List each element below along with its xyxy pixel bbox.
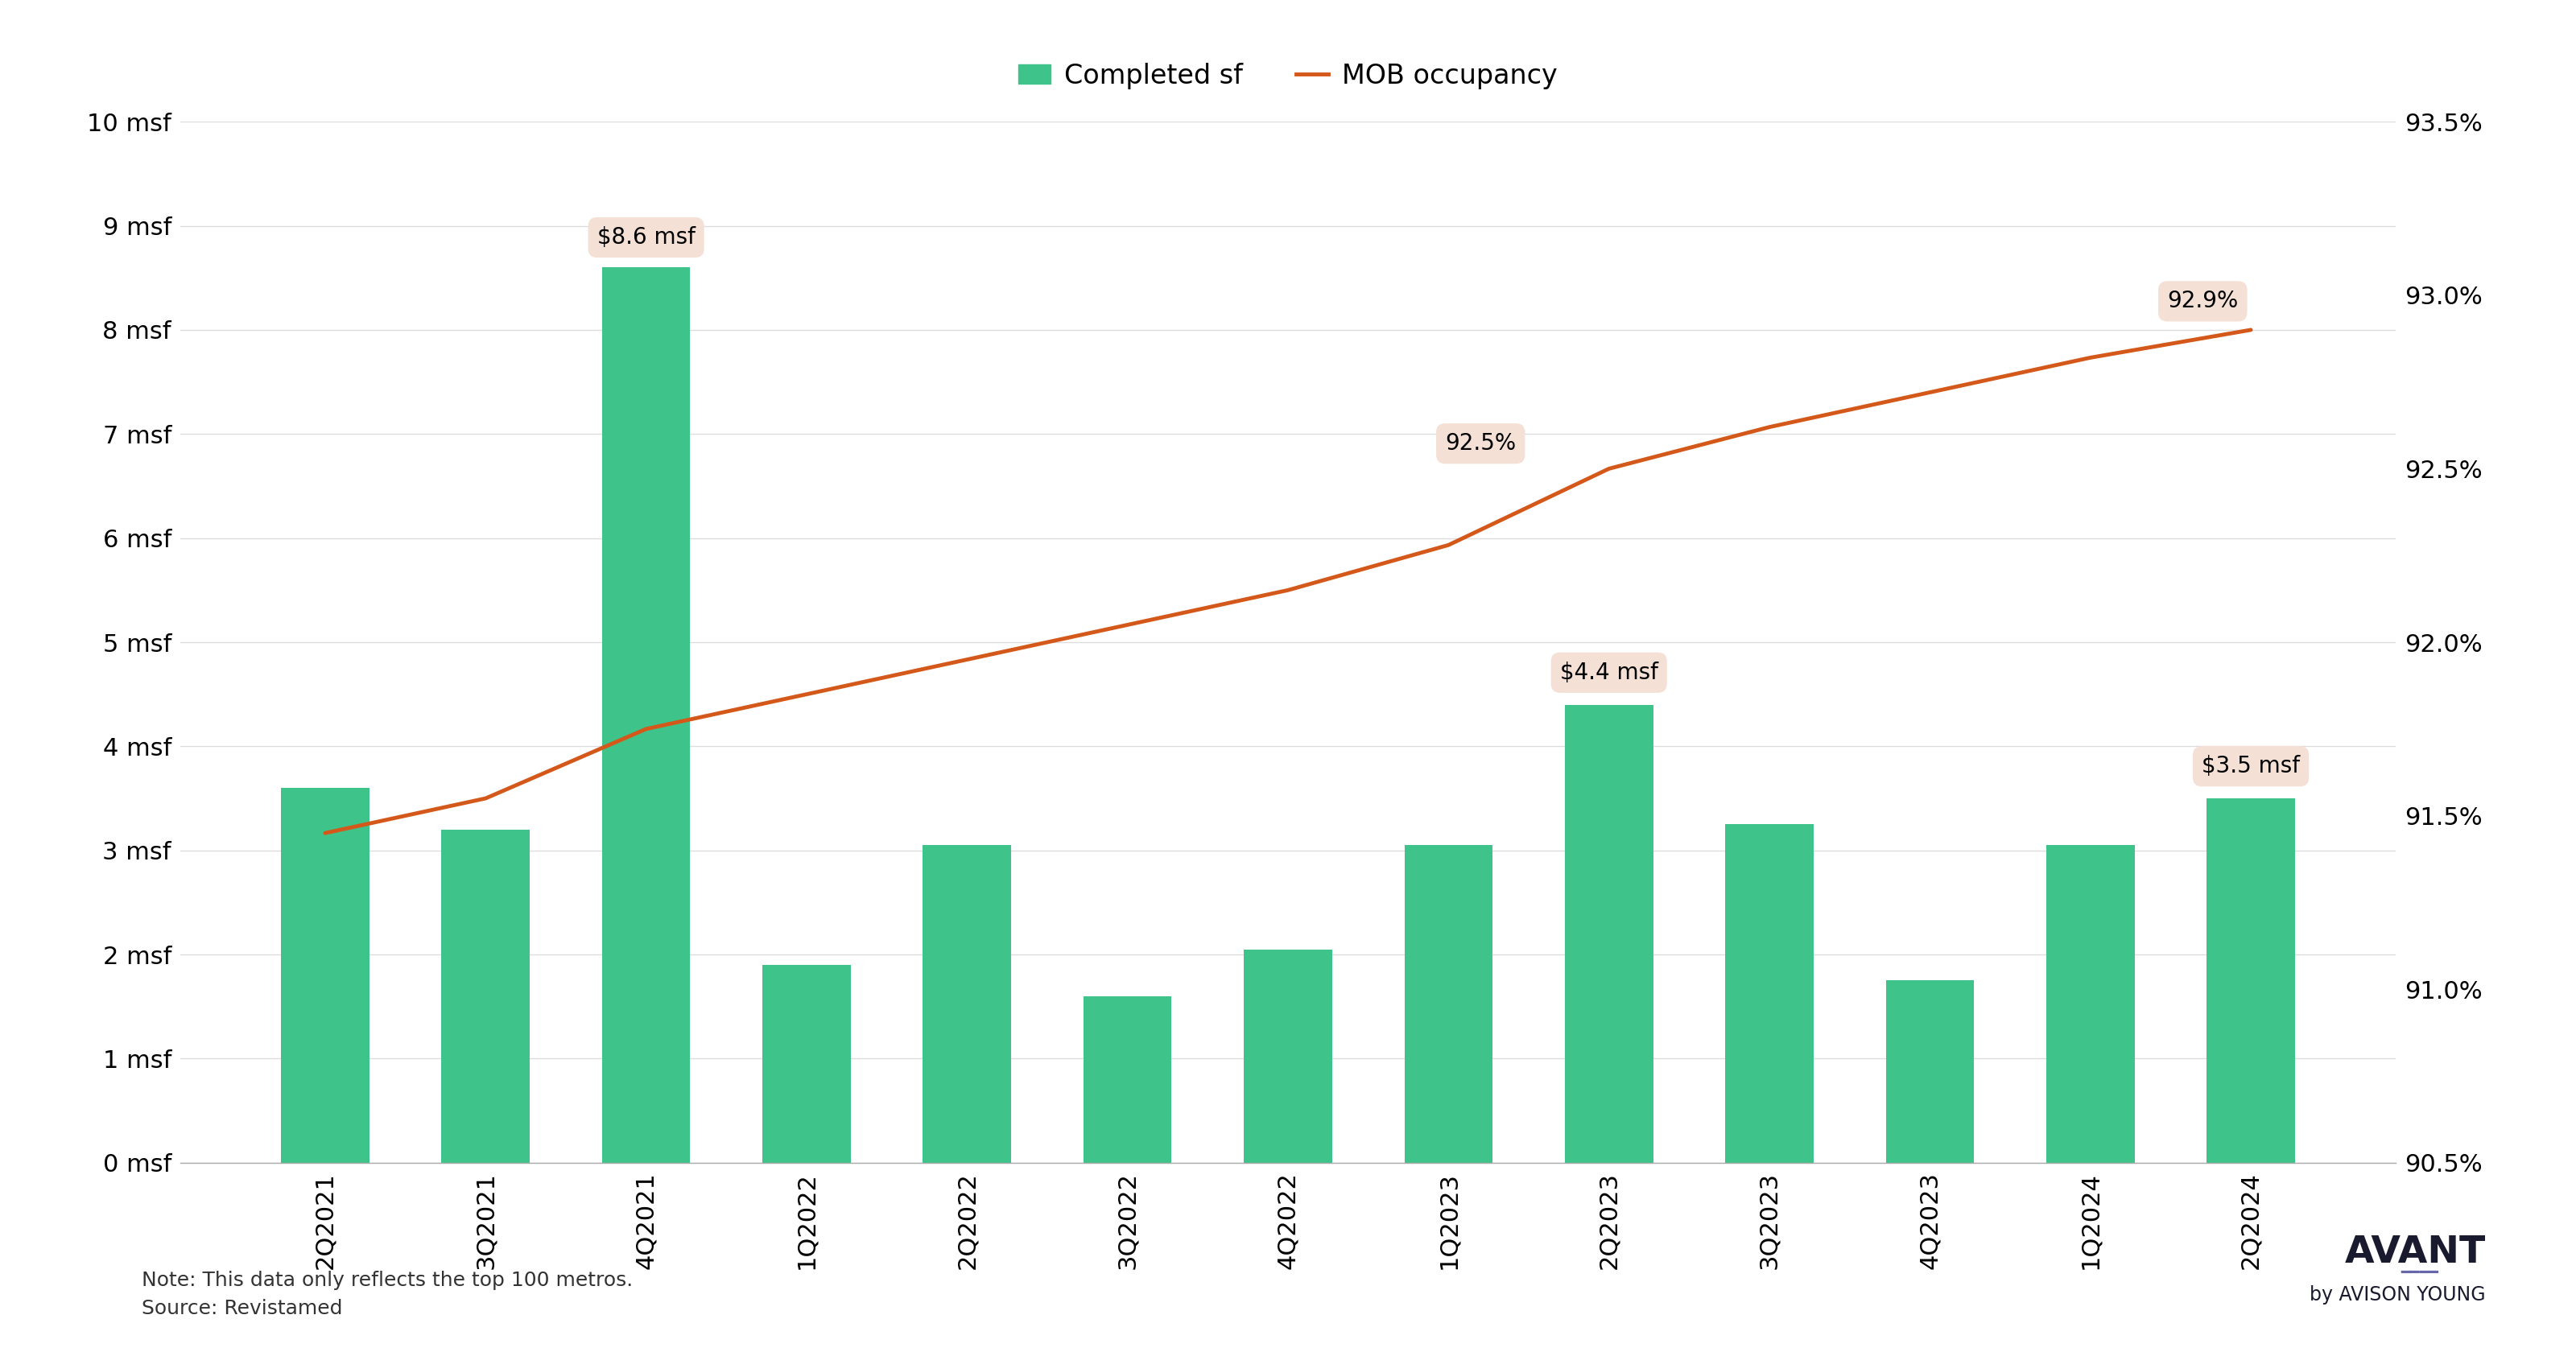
Bar: [1084, 996, 1172, 1163]
Bar: [1404, 845, 1492, 1163]
Bar: [2208, 798, 2295, 1163]
Text: Note: This data only reflects the top 100 metros.
Source: Revistamed: Note: This data only reflects the top 10…: [142, 1271, 634, 1318]
Text: $8.6 msf: $8.6 msf: [598, 226, 696, 249]
Bar: [1244, 949, 1332, 1163]
Bar: [281, 788, 368, 1163]
Text: $4.4 msf: $4.4 msf: [1561, 661, 1659, 684]
Bar: [1886, 980, 1973, 1163]
Text: $3.5 msf: $3.5 msf: [2202, 754, 2300, 777]
Bar: [603, 268, 690, 1163]
Bar: [1564, 704, 1654, 1163]
Text: ━━━━: ━━━━: [2401, 1265, 2439, 1280]
Legend: Completed sf, MOB occupancy: Completed sf, MOB occupancy: [1007, 51, 1569, 100]
Bar: [440, 830, 531, 1163]
Text: AVANT: AVANT: [2344, 1234, 2486, 1271]
Text: by AVISON YOUNG: by AVISON YOUNG: [2311, 1286, 2486, 1305]
Text: 92.5%: 92.5%: [1445, 433, 1517, 454]
Bar: [762, 965, 850, 1163]
Bar: [922, 845, 1012, 1163]
Bar: [1726, 825, 1814, 1163]
Text: 92.9%: 92.9%: [2166, 291, 2239, 312]
Bar: [2045, 845, 2136, 1163]
